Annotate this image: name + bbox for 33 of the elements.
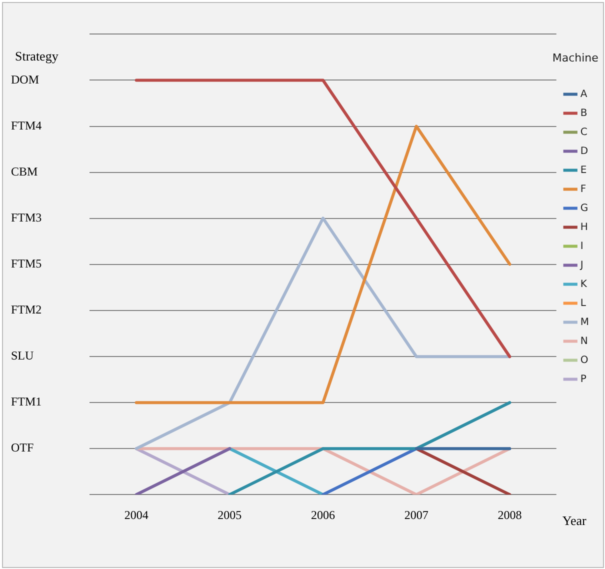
legend-label: A: [580, 88, 588, 100]
legend-label: B: [580, 108, 588, 119]
x-tick-label: 2005: [218, 508, 242, 522]
category-label: FTM3: [11, 210, 42, 225]
legend-label: E: [580, 164, 587, 176]
category-label: FTM1: [11, 394, 42, 409]
category-label: DOM: [11, 72, 40, 86]
legend-label: O: [580, 354, 588, 366]
legend-label: J: [579, 260, 584, 271]
x-axis-title: Year: [562, 512, 587, 528]
category-label: FTM5: [11, 256, 42, 271]
legend-label: N: [580, 336, 588, 347]
legend-label: K: [580, 278, 588, 290]
x-tick-label: 2006: [311, 508, 336, 522]
legend-label: H: [580, 222, 588, 233]
category-label: SLU: [11, 348, 34, 363]
legend-label: M: [580, 316, 590, 328]
legend-label: L: [580, 298, 586, 309]
category-label: FTM2: [11, 302, 42, 317]
x-tick-label: 2008: [498, 508, 522, 522]
legend-label: D: [580, 146, 588, 157]
legend-label: C: [580, 126, 588, 138]
legend-label: P: [580, 374, 586, 385]
y-axis-title: Strategy: [15, 48, 59, 64]
legend-label: G: [580, 202, 588, 214]
legend-label: F: [580, 184, 586, 195]
category-label: CBM: [11, 164, 38, 178]
x-tick-label: 2007: [404, 508, 428, 522]
legend-title: Machine: [552, 51, 599, 64]
x-tick-label: 2004: [124, 508, 148, 522]
category-label: FTM4: [11, 118, 42, 132]
category-label: OTF: [11, 440, 34, 455]
legend-label: I: [580, 240, 584, 252]
